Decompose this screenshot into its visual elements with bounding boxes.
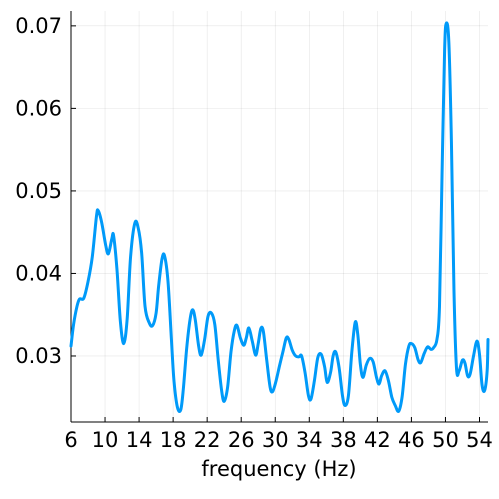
y-tick-label: 0.03 xyxy=(15,344,62,368)
x-tick-label: 10 xyxy=(92,428,119,452)
x-tick-label: 46 xyxy=(398,428,425,452)
x-tick-label: 26 xyxy=(228,428,255,452)
x-tick-label: 18 xyxy=(160,428,187,452)
axes xyxy=(70,11,488,423)
x-tick-label: 50 xyxy=(432,428,459,452)
y-tick-label: 0.05 xyxy=(15,179,62,203)
x-tick-labels: 6 10 14 18 22 26 30 34 38 42 46 50 54 xyxy=(64,428,493,452)
y-tick-label: 0.07 xyxy=(15,14,62,38)
x-tick-label: 38 xyxy=(330,428,357,452)
x-tick-label: 54 xyxy=(466,428,493,452)
y-tick-label: 0.06 xyxy=(15,96,62,120)
x-tick-label: 34 xyxy=(296,428,323,452)
x-tick-label: 22 xyxy=(194,428,221,452)
y-tick-labels: 0.03 0.04 0.05 0.06 0.07 xyxy=(15,14,62,368)
y-tick-label: 0.04 xyxy=(15,261,62,285)
x-tick-label: 6 xyxy=(64,428,77,452)
x-axis-label: frequency (Hz) xyxy=(201,457,356,481)
series-line xyxy=(69,21,490,414)
x-tick-label: 30 xyxy=(262,428,289,452)
x-tick-label: 42 xyxy=(364,428,391,452)
plot-area xyxy=(69,21,490,414)
x-tick-label: 14 xyxy=(126,428,153,452)
